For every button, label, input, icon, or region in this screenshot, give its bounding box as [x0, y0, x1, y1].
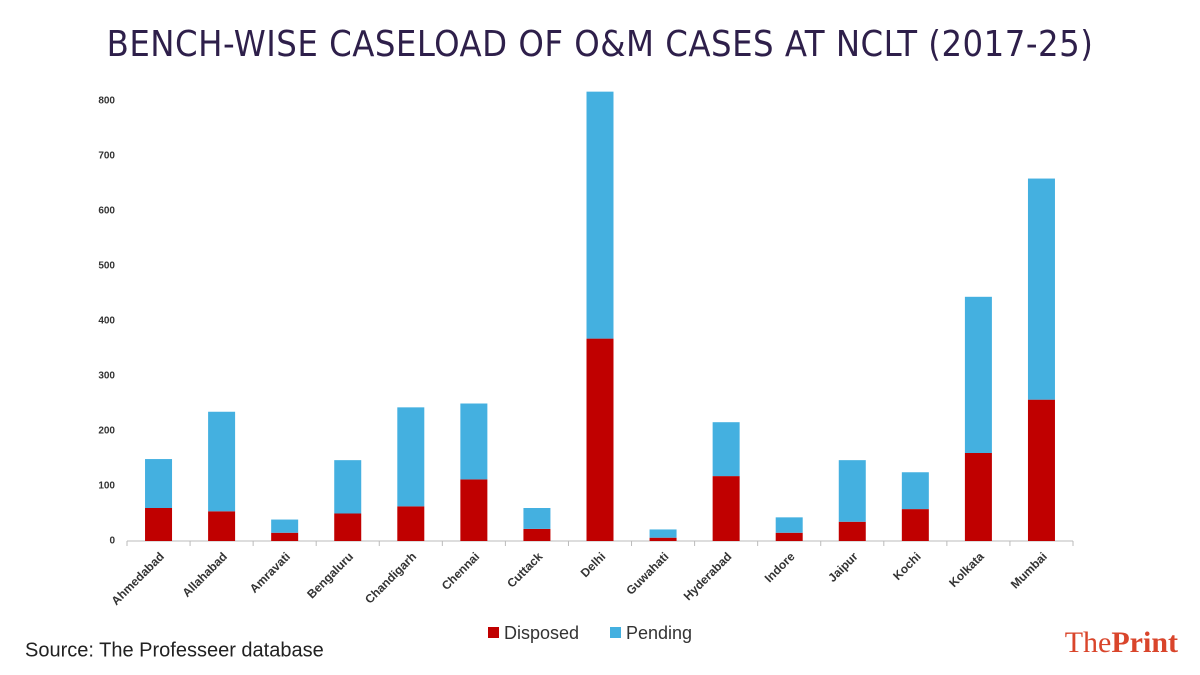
x-tick-label: Hyderabad [681, 549, 735, 603]
y-tick-label: 800 [98, 96, 115, 107]
bar-segment [964, 453, 992, 541]
y-tick-label: 300 [98, 371, 115, 382]
y-tick-label: 500 [98, 261, 115, 272]
x-tick-label: Jaipur [825, 549, 861, 585]
bar-segment [208, 411, 236, 512]
brand-part: Print [1111, 626, 1178, 659]
brand-logo: ThePrint [1065, 626, 1178, 659]
y-tick-label: 700 [98, 151, 115, 162]
bar-segment [712, 422, 740, 477]
legend-swatch [610, 627, 621, 638]
bar-segment [586, 338, 614, 541]
bar-segment [712, 476, 740, 541]
x-tick-label: Delhi [578, 549, 609, 580]
source-note: Source: The Professeer database [25, 639, 324, 661]
y-tick-label: 0 [109, 536, 115, 547]
bar-segment [208, 511, 236, 541]
y-tick-label: 400 [98, 316, 115, 327]
x-tick-label: Amravati [247, 549, 293, 595]
x-tick-label: Indore [762, 549, 798, 585]
bar-segment [397, 506, 425, 541]
y-tick-label: 100 [98, 481, 115, 492]
bar-segment [145, 459, 173, 508]
bar-segment [145, 508, 173, 541]
bar-segment [460, 479, 488, 541]
bar-segment [334, 513, 362, 541]
bar-segment [775, 517, 803, 533]
bar-segment [901, 472, 929, 510]
x-tick-label: Bengaluru [304, 549, 356, 601]
legend-label: Pending [626, 623, 692, 643]
bar-segment [649, 537, 677, 541]
x-tick-label: Mumbai [1008, 549, 1050, 591]
bar-segment [1027, 399, 1055, 541]
bar-segment [586, 91, 614, 339]
bar-segment [838, 521, 866, 541]
x-tick-label: Kolkata [946, 549, 987, 590]
x-tick-label: Guwahati [623, 549, 671, 597]
chart-title: BENCH-WISE CASELOAD OF O&M CASES AT NCLT… [107, 24, 1094, 65]
bar-segment [901, 509, 929, 541]
bar-segment [838, 460, 866, 522]
bar-segment [649, 529, 677, 538]
x-tick-label: Allahabad [180, 549, 230, 599]
y-tick-label: 200 [98, 426, 115, 437]
x-tick-label: Chandigarh [362, 549, 419, 606]
x-tick-label: Cuttack [504, 549, 545, 590]
x-tick-label: Kochi [890, 549, 923, 582]
bar-segment [334, 460, 362, 514]
legend-swatch [488, 627, 499, 638]
legend-label: Disposed [504, 623, 579, 643]
x-tick-label: Ahmedabad [108, 549, 166, 607]
bar-segment [1027, 178, 1055, 400]
bar-segment [775, 532, 803, 541]
bar-segment [397, 407, 425, 507]
bar-segment [271, 519, 299, 533]
bar-segment [964, 296, 992, 453]
bar-segment [271, 532, 299, 541]
brand-part: The [1065, 626, 1112, 659]
y-tick-label: 600 [98, 206, 115, 217]
bar-segment [523, 508, 551, 529]
x-tick-label: Chennai [439, 549, 482, 592]
bar-segment [523, 528, 551, 541]
bar-segment [460, 403, 488, 480]
